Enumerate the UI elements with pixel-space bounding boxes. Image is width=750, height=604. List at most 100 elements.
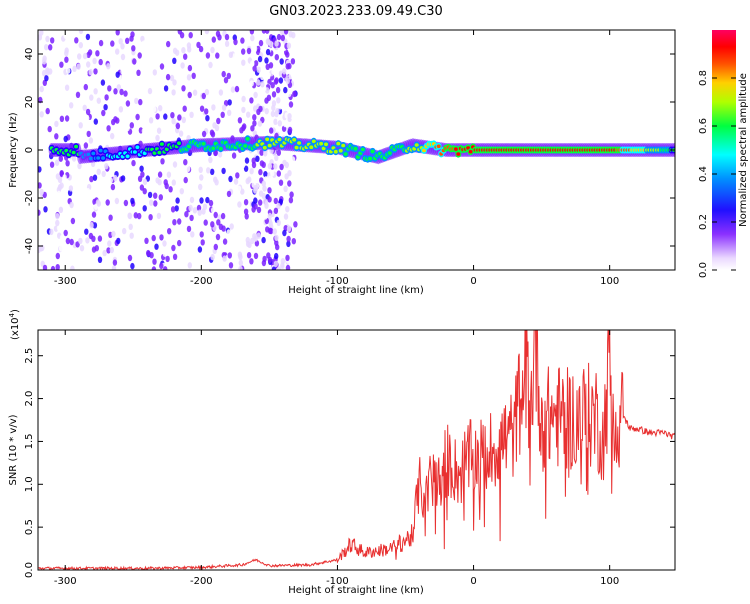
noise-speckle	[217, 151, 223, 158]
noise-speckle	[205, 196, 210, 204]
noise-speckle	[47, 52, 52, 59]
noise-speckle	[285, 206, 290, 213]
noise-speckle	[287, 126, 293, 134]
noise-speckle	[227, 252, 232, 259]
noise-speckle	[166, 171, 172, 178]
noise-speckle	[241, 106, 246, 114]
noise-speckle	[216, 117, 221, 125]
noise-speckle	[152, 258, 157, 265]
noise-speckle	[48, 68, 53, 75]
noise-speckle	[77, 53, 82, 60]
noise-speckle	[274, 77, 279, 84]
noise-speckle	[216, 219, 221, 226]
noise-speckle	[274, 54, 279, 61]
noise-speckle	[38, 209, 41, 216]
noise-speckle	[108, 214, 113, 221]
ridge-peak	[343, 152, 348, 156]
ridge-peak	[96, 156, 101, 160]
noise-speckle	[208, 61, 213, 69]
noise-speckle	[58, 155, 63, 162]
noise-speckle	[187, 91, 192, 99]
noise-speckle	[198, 183, 203, 191]
noise-speckle	[187, 262, 192, 269]
noise-speckle	[264, 108, 269, 115]
noise-speckle	[55, 264, 60, 270]
noise-speckle	[249, 168, 254, 175]
noise-speckle	[167, 228, 172, 235]
noise-speckle	[89, 175, 94, 183]
noise-speckle	[274, 252, 279, 260]
noise-speckle	[285, 63, 290, 70]
noise-speckle	[278, 77, 284, 84]
noise-speckle	[186, 74, 192, 81]
noise-speckle	[215, 52, 220, 59]
noise-speckle	[169, 74, 175, 82]
noise-speckle	[285, 51, 290, 58]
noise-speckle	[246, 252, 252, 259]
noise-speckle	[83, 83, 89, 91]
noise-speckle	[236, 185, 242, 192]
noise-speckle	[228, 175, 233, 183]
noise-speckle	[198, 45, 204, 53]
noise-speckle	[45, 240, 50, 247]
noise-speckle	[142, 178, 148, 185]
noise-speckle	[286, 42, 292, 49]
ridge-peak	[456, 152, 461, 156]
noise-speckle	[83, 142, 89, 149]
noise-speckle	[276, 219, 281, 226]
noise-speckle	[104, 163, 109, 170]
noise-speckle	[214, 179, 219, 186]
noise-speckle	[215, 233, 221, 241]
snr-line	[38, 330, 675, 570]
noise-speckle	[210, 168, 215, 175]
noise-speckle	[156, 127, 162, 134]
noise-speckle	[132, 190, 137, 198]
noise-speckle	[62, 174, 67, 181]
noise-speckle	[171, 118, 176, 125]
noise-speckle	[252, 114, 257, 121]
noise-speckle	[125, 100, 131, 107]
noise-speckle	[82, 52, 88, 60]
ridge-peak	[177, 141, 181, 145]
ridge-peak	[74, 144, 79, 149]
noise-speckle	[39, 245, 44, 252]
noise-speckle	[157, 171, 163, 178]
spectrogram-marks	[38, 30, 675, 270]
noise-speckle	[164, 182, 169, 190]
noise-speckle	[174, 205, 179, 212]
noise-speckle	[65, 237, 71, 245]
noise-speckle	[82, 104, 87, 112]
noise-speckle	[277, 120, 282, 127]
noise-speckle	[184, 211, 189, 218]
noise-speckle	[252, 65, 257, 72]
ridge-peak	[341, 143, 346, 148]
noise-speckle	[74, 37, 79, 44]
x-tick-label: -300	[54, 276, 77, 287]
noise-speckle	[288, 101, 294, 108]
ridge-peak	[211, 146, 216, 151]
noise-speckle	[148, 117, 154, 124]
noise-speckle	[153, 192, 158, 199]
noise-speckle	[249, 258, 254, 265]
noise-speckle	[113, 116, 118, 123]
noise-speckle	[139, 184, 145, 191]
noise-speckle	[83, 70, 88, 77]
snr-y-label: SNR (10 * v/v)	[8, 414, 19, 485]
noise-speckle	[129, 122, 134, 129]
noise-speckle	[238, 265, 243, 270]
noise-speckle	[76, 63, 81, 70]
noise-speckle	[273, 207, 279, 214]
y-tick-label: 20	[24, 96, 35, 109]
noise-speckle	[127, 212, 132, 219]
noise-speckle	[226, 229, 231, 236]
noise-speckle	[78, 237, 83, 245]
noise-speckle	[288, 197, 294, 204]
noise-speckle	[44, 75, 49, 82]
noise-speckle	[172, 79, 177, 86]
noise-speckle	[243, 165, 249, 172]
colorbar-label: Normalized spectral amplitude	[738, 73, 749, 227]
noise-speckle	[238, 253, 243, 261]
noise-speckle	[96, 97, 102, 104]
noise-speckle	[261, 30, 267, 34]
noise-speckle	[162, 250, 168, 257]
